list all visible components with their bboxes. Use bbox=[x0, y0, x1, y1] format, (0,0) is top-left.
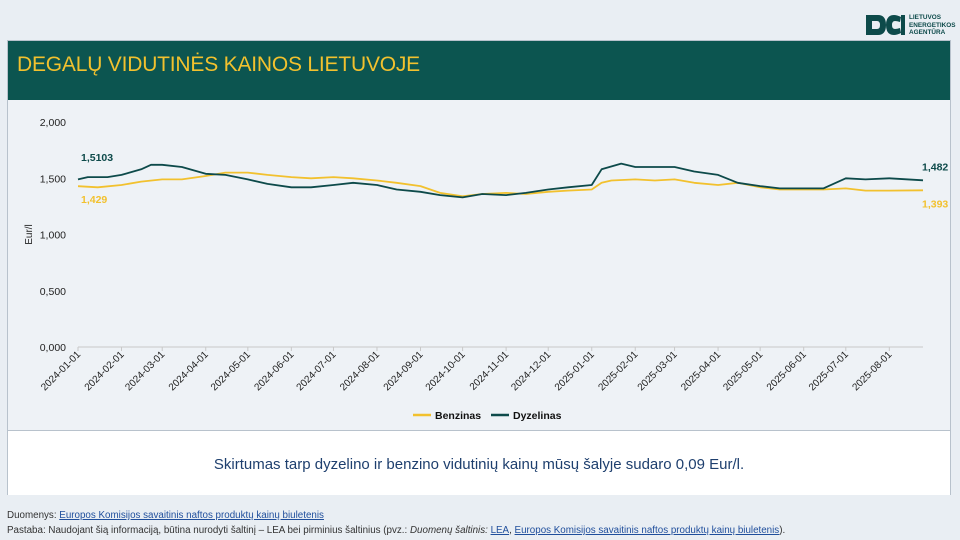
chart-panel: DEGALŲ VIDUTINĖS KAINOS LIETUVOJE Eur/l 0… bbox=[7, 40, 951, 495]
x-tick-label: 2024-02-01 bbox=[83, 349, 127, 393]
y-tick-label: 0,500 bbox=[40, 286, 66, 298]
x-tick-label: 2024-05-01 bbox=[209, 349, 253, 393]
dyzelinas-end-label: 1,482 bbox=[922, 161, 948, 173]
legend-label-benzinas: Benzinas bbox=[435, 410, 481, 422]
y-tick-label: 1,000 bbox=[40, 230, 66, 242]
y-tick-label: 1,500 bbox=[40, 173, 66, 185]
y-axis-label: Eur/l bbox=[24, 224, 35, 245]
series-line-dyzelinas bbox=[77, 162, 924, 199]
logo-line-1: LIETUVOS bbox=[909, 14, 941, 21]
x-tick-label: 2025-06-01 bbox=[765, 349, 809, 393]
x-tick-label: 2024-01-01 bbox=[39, 349, 83, 393]
lea-logo-text: LIETUVOS ENERGETIKOS AGENTŪRA bbox=[909, 14, 959, 37]
legend-label-dyzelinas: Dyzelinas bbox=[513, 410, 562, 422]
footer: Duomenys: Europos Komisijos savaitinis n… bbox=[7, 508, 785, 538]
sources-label: Duomenys: bbox=[7, 510, 60, 521]
x-tick-label: 2025-04-01 bbox=[679, 349, 723, 393]
logo-line-2: ENERGETIKOS bbox=[909, 21, 956, 29]
note-prefix: Pastaba: Naudojant šią informaciją, būti… bbox=[7, 525, 410, 536]
lea-logo: LIETUVOS ENERGETIKOS AGENTŪRA bbox=[864, 12, 956, 40]
footer-note: Pastaba: Naudojant šią informaciją, būti… bbox=[7, 523, 785, 538]
y-tick-label: 2,000 bbox=[40, 117, 66, 129]
fuel-price-chart: Eur/l 0,000 0,500 1,000 1,500 2,000 2024-01-01… bbox=[24, 117, 948, 422]
x-tick-label: 2025-02-01 bbox=[596, 349, 640, 393]
x-tick-label: 2024-12-01 bbox=[509, 349, 553, 393]
x-tick-label: 2024-06-01 bbox=[253, 349, 297, 393]
summary-text: Skirtumas tarp dyzelino ir benzino vidut… bbox=[213, 456, 745, 473]
note-italic: Duomenų šaltinis: bbox=[409, 525, 491, 536]
benzinas-end-label: 1,393 bbox=[922, 198, 948, 210]
note-suffix: ). bbox=[779, 525, 786, 536]
y-tick-label: 0,000 bbox=[40, 342, 66, 354]
note-link-lea[interactable]: LEA bbox=[490, 525, 510, 536]
lea-logo-icon bbox=[866, 15, 905, 35]
x-tick-label: 2025-07-01 bbox=[807, 349, 851, 393]
x-tick-label: 2024-08-01 bbox=[338, 349, 382, 393]
chart-area: Eur/l 0,000 0,500 1,000 1,500 2,000 2024-01-01… bbox=[8, 100, 950, 430]
page-title: DEGALŲ VIDUTINĖS KAINOS LIETUVOJE bbox=[17, 53, 420, 76]
x-tick-label: 2025-08-01 bbox=[850, 349, 894, 393]
x-tick-label: 2024-07-01 bbox=[295, 349, 339, 393]
sources-link[interactable]: Europos Komisijos savaitinis naftos prod… bbox=[59, 510, 324, 521]
x-tick-label: 2024-10-01 bbox=[424, 349, 468, 393]
benzinas-start-label: 1,429 bbox=[81, 194, 107, 206]
x-tick-label: 2025-01-01 bbox=[553, 349, 597, 393]
x-tick-label: 2025-03-01 bbox=[636, 349, 680, 393]
logo-line-3: AGENTŪRA bbox=[909, 29, 946, 37]
footer-sources: Duomenys: Europos Komisijos savaitinis n… bbox=[7, 508, 785, 523]
x-tick-label: 2024-11-01 bbox=[468, 349, 512, 393]
x-tick-label: 2024-09-01 bbox=[382, 349, 426, 393]
x-tick-label: 2024-03-01 bbox=[123, 349, 167, 393]
series-line-benzinas bbox=[77, 171, 924, 198]
note-link-ec-bulletin[interactable]: Europos Komisijos savaitinis naftos prod… bbox=[514, 525, 780, 536]
x-tick-label: 2025-05-01 bbox=[721, 349, 765, 393]
summary-box: Skirtumas tarp dyzelino ir benzino vidut… bbox=[8, 430, 950, 495]
x-tick-label: 2024-04-01 bbox=[167, 349, 211, 393]
title-bar: DEGALŲ VIDUTINĖS KAINOS LIETUVOJE bbox=[8, 41, 950, 100]
note-separator: , bbox=[509, 525, 515, 536]
dyzelinas-start-label: 1,5103 bbox=[81, 152, 113, 164]
